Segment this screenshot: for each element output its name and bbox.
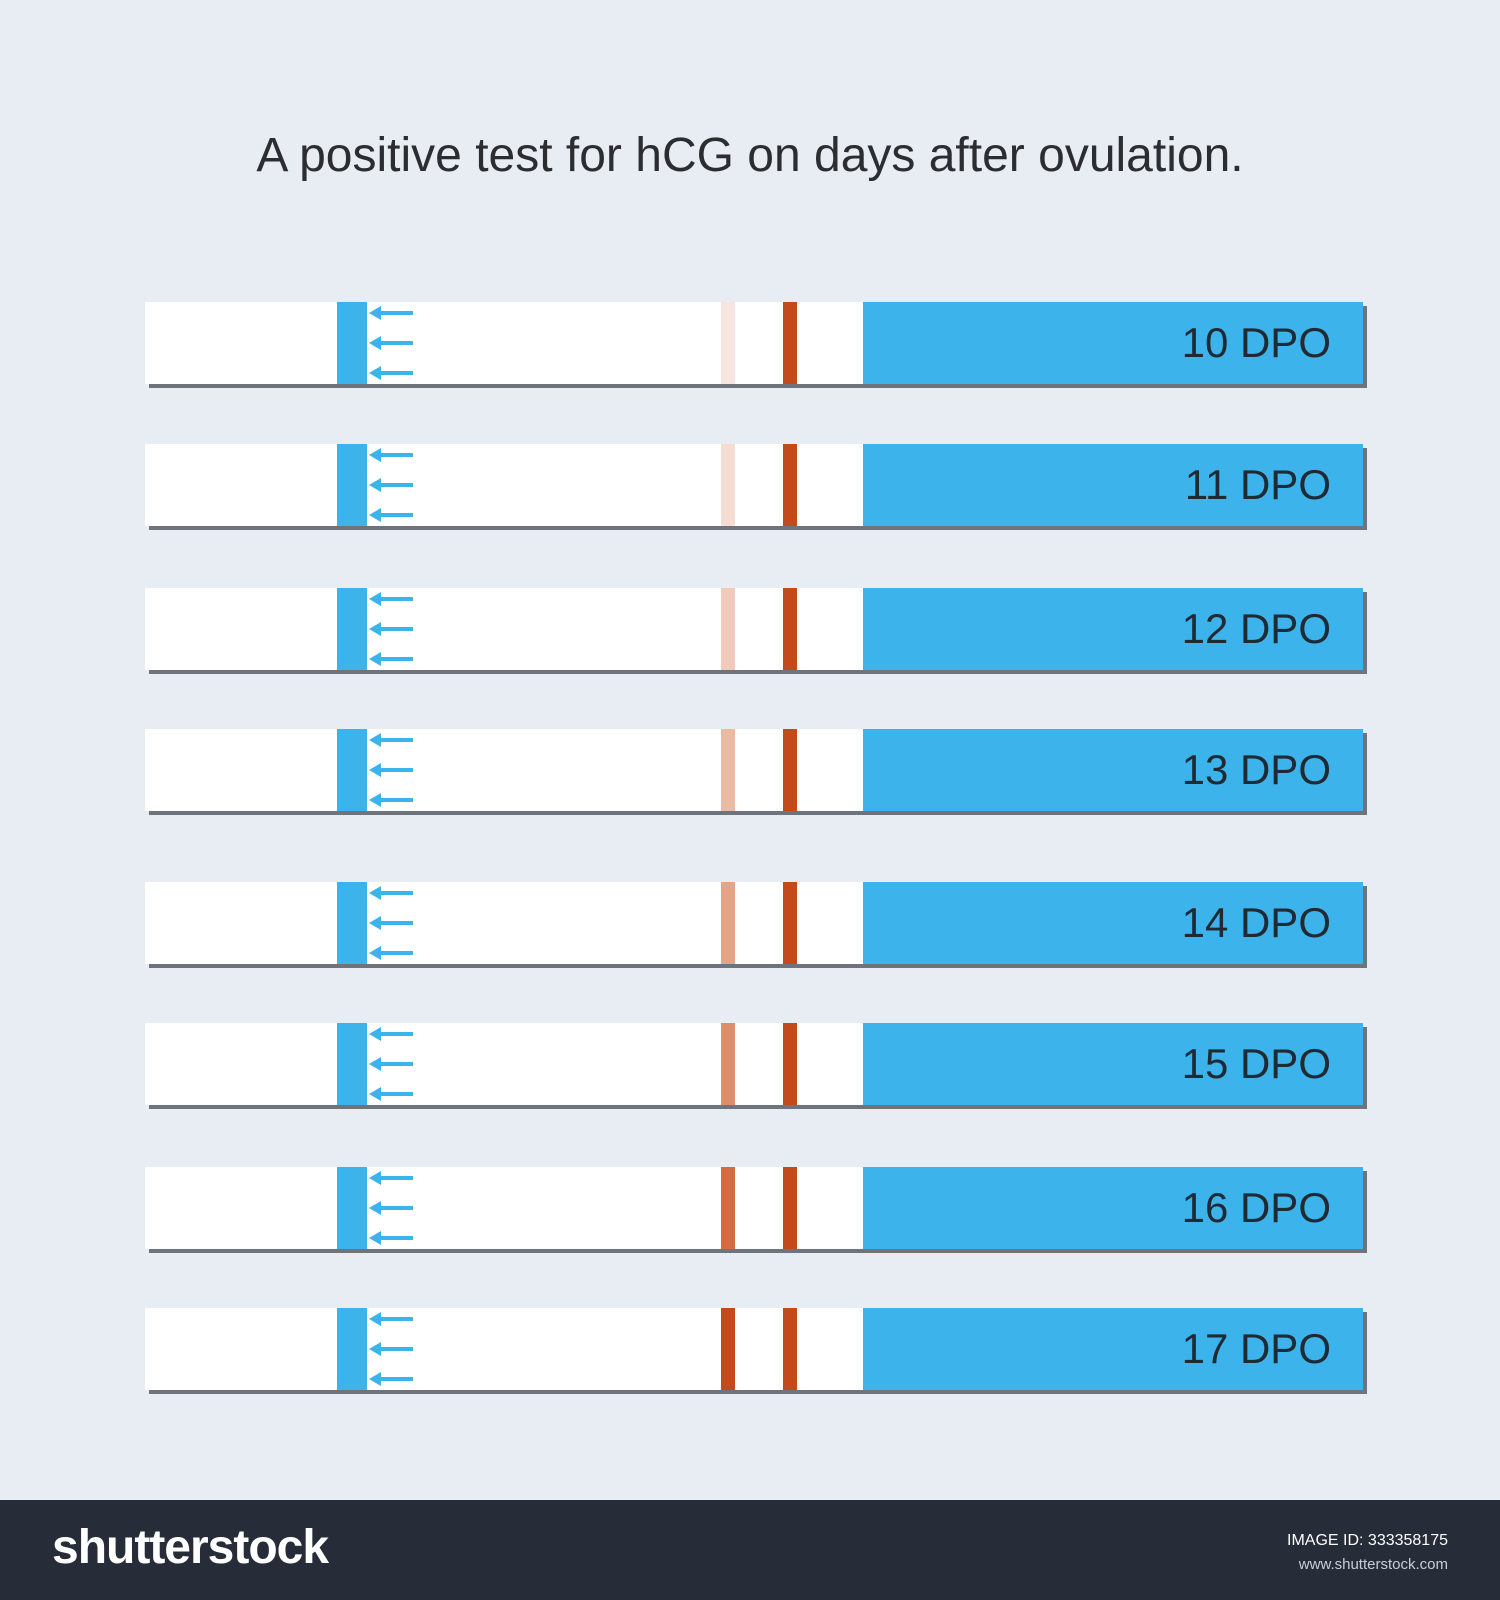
control-line bbox=[783, 444, 797, 526]
strip-handle bbox=[863, 1308, 1363, 1390]
control-line bbox=[783, 1167, 797, 1249]
test-line bbox=[721, 729, 735, 811]
strip-handle bbox=[863, 1023, 1363, 1105]
test-strip: 10 DPO bbox=[145, 302, 1363, 384]
test-strip: 12 DPO bbox=[145, 588, 1363, 670]
dpo-label: 17 DPO bbox=[1181, 1325, 1331, 1372]
dpo-label: 12 DPO bbox=[1181, 605, 1331, 652]
control-line bbox=[783, 882, 797, 964]
test-line bbox=[721, 882, 735, 964]
test-strips: 10 DPO 11 DPO 12 DPO 13 DPO 14 DPO 15 DPO 16 D… bbox=[145, 302, 1363, 1390]
site-link[interactable]: www.shutterstock.com bbox=[1298, 1556, 1448, 1573]
strip-result-window bbox=[145, 588, 863, 670]
dpo-label: 10 DPO bbox=[1181, 319, 1331, 366]
arrow-left-icon bbox=[369, 733, 413, 807]
test-line bbox=[721, 1167, 735, 1249]
test-strip: 15 DPO bbox=[145, 1023, 1363, 1105]
arrow-left-icon bbox=[369, 1171, 413, 1245]
dip-max-line bbox=[337, 1308, 367, 1390]
arrow-left-icon bbox=[369, 592, 413, 666]
test-line bbox=[721, 588, 735, 670]
test-line bbox=[721, 1308, 735, 1390]
test-line bbox=[721, 1023, 735, 1105]
arrow-left-icon bbox=[369, 1027, 413, 1101]
control-line bbox=[783, 302, 797, 384]
control-line bbox=[783, 588, 797, 670]
control-line bbox=[783, 1308, 797, 1390]
control-line bbox=[783, 729, 797, 811]
strip-result-window bbox=[145, 444, 863, 526]
control-line bbox=[783, 1023, 797, 1105]
test-strip: 17 DPO bbox=[145, 1308, 1363, 1390]
test-strip: 14 DPO bbox=[145, 882, 1363, 964]
arrow-left-icon bbox=[369, 886, 413, 960]
test-line bbox=[721, 444, 735, 526]
page-title: A positive test for hCG on days after ov… bbox=[256, 129, 1244, 182]
strip-handle bbox=[863, 588, 1363, 670]
arrow-left-icon bbox=[369, 306, 413, 380]
arrow-left-icon bbox=[369, 1312, 413, 1386]
dip-max-line bbox=[337, 444, 367, 526]
strip-result-window bbox=[145, 882, 863, 964]
dpo-label: 15 DPO bbox=[1181, 1040, 1331, 1087]
dpo-label: 11 DPO bbox=[1184, 461, 1331, 508]
dip-max-line bbox=[337, 588, 367, 670]
strip-result-window bbox=[145, 1308, 863, 1390]
strip-result-window bbox=[145, 1167, 863, 1249]
strip-result-window bbox=[145, 729, 863, 811]
dip-max-line bbox=[337, 729, 367, 811]
arrow-left-icon bbox=[369, 448, 413, 522]
dip-max-line bbox=[337, 1023, 367, 1105]
test-strip: 16 DPO bbox=[145, 1167, 1363, 1249]
strip-handle bbox=[863, 882, 1363, 964]
dip-max-line bbox=[337, 882, 367, 964]
strip-handle bbox=[863, 1167, 1363, 1249]
dip-max-line bbox=[337, 1167, 367, 1249]
strip-handle bbox=[863, 444, 1363, 526]
dpo-label: 14 DPO bbox=[1181, 899, 1331, 946]
strip-result-window bbox=[145, 1023, 863, 1105]
test-line bbox=[721, 302, 735, 384]
dip-max-line bbox=[337, 302, 367, 384]
brand-logo[interactable]: shutterstock bbox=[52, 1521, 329, 1574]
dpo-label: 16 DPO bbox=[1181, 1184, 1331, 1231]
image-id-text: IMAGE ID: 333358175 bbox=[1287, 1532, 1448, 1549]
footer-bar: shutterstock IMAGE ID: 333358175 www.shu… bbox=[0, 1500, 1500, 1600]
strip-handle bbox=[863, 729, 1363, 811]
test-strip: 13 DPO bbox=[145, 729, 1363, 811]
strip-result-window bbox=[145, 302, 863, 384]
strip-handle bbox=[863, 302, 1363, 384]
test-strip: 11 DPO bbox=[145, 444, 1363, 526]
dpo-label: 13 DPO bbox=[1181, 746, 1331, 793]
